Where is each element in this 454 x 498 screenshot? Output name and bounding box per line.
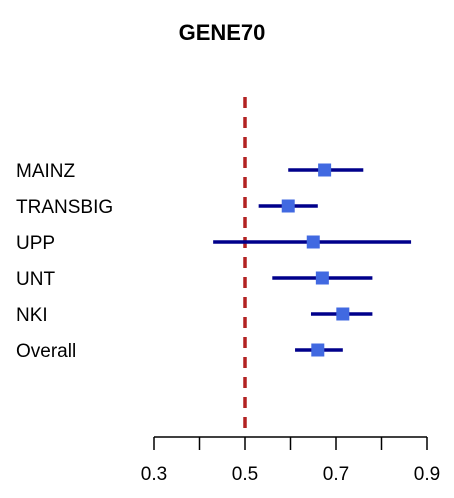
- forest-row: UPP: [16, 233, 412, 254]
- row-label: Overall: [16, 341, 76, 362]
- forest-row: UNT: [16, 269, 373, 290]
- point-estimate: [336, 307, 350, 321]
- point-estimate: [306, 235, 320, 249]
- point-estimate: [281, 199, 295, 213]
- point-estimate: [318, 163, 332, 177]
- x-tick-label: 0.3: [141, 464, 167, 485]
- forest-row: MAINZ: [16, 161, 364, 182]
- x-tick-label: 0.5: [232, 464, 258, 485]
- x-tick-label: 0.7: [323, 464, 349, 485]
- forest-row: Overall: [16, 341, 343, 362]
- row-label: MAINZ: [16, 161, 76, 182]
- row-label: UPP: [16, 233, 55, 254]
- row-label: UNT: [16, 269, 55, 290]
- point-estimate: [311, 343, 325, 357]
- forest-rows: MAINZ TRANSBIG UPP UNT NKI Overall: [16, 161, 412, 362]
- row-label: NKI: [16, 305, 48, 326]
- x-axis: 0.3 0.5 0.7 0.9: [141, 436, 440, 485]
- point-estimate: [315, 271, 329, 285]
- x-tick-label: 0.9: [414, 464, 440, 485]
- forest-row: TRANSBIG: [16, 197, 318, 218]
- forest-row: NKI: [16, 305, 373, 326]
- row-label: TRANSBIG: [16, 197, 113, 218]
- chart-title: GENE70: [179, 20, 266, 45]
